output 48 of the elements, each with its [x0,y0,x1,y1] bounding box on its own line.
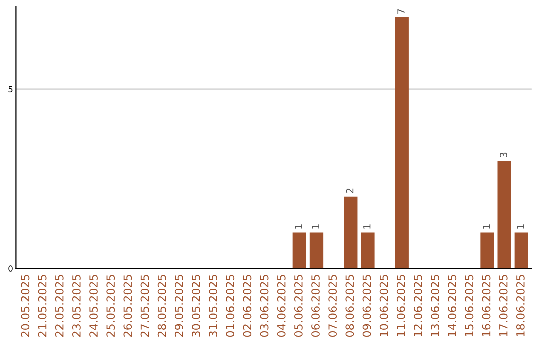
x-tick-label: 28.05.2025 [158,275,166,337]
data-label: 1 [364,224,371,229]
bar [361,232,375,269]
x-tick-label: 27.05.2025 [140,275,150,337]
x-tick-label: 13.06.2025 [431,275,440,337]
data-label: 1 [483,224,490,229]
x-tick-label: 24.05.2025 [90,275,98,337]
x-tick-label: 15.06.2025 [465,275,474,337]
x-tick-label: 20.05.2025 [21,275,30,337]
data-label: 1 [295,224,302,229]
y-tick-label: 0 [8,266,13,272]
x-tick-label: 14.06.2025 [448,275,457,337]
data-label: 1 [517,224,524,229]
x-tick-label: 05.06.2025 [294,275,303,338]
x-tick-label: 11.06.2025 [396,275,406,337]
x-tick-label: 10.06.2025 [380,275,388,337]
x-tick-label: 16.06.2025 [482,275,491,337]
data-label: 2 [346,188,354,194]
x-tick-label: 03.06.2025 [260,275,269,338]
bar [514,232,528,269]
bar [292,232,306,269]
data-label: 1 [312,224,320,229]
bar [498,161,512,269]
bar [395,18,409,269]
x-tick-label: 21.05.2025 [38,275,47,337]
data-label: 7 [398,9,405,14]
data-label: 3 [500,152,508,158]
bar [310,232,324,269]
y-tick-label: 5 [8,86,13,93]
x-tick-label: 12.06.2025 [414,275,422,337]
x-tick-label: 02.06.2025 [243,275,252,338]
x-tick-label: 07.06.2025 [328,275,338,338]
x-tick-label: 31.05.2025 [209,275,218,337]
x-tick-label: 06.06.2025 [312,275,320,338]
x-tick-label: 26.05.2025 [124,275,132,337]
x-tick-label: 23.05.2025 [72,275,81,337]
x-tick-label: 18.06.2025 [516,275,525,337]
x-tick-label: 09.06.2025 [362,275,372,338]
x-tick-label: 01.06.2025 [226,275,235,338]
x-tick-label: 04.06.2025 [277,275,286,338]
x-tick-label: 29.05.2025 [174,275,184,337]
x-tick-label: 25.05.2025 [106,275,116,337]
bar [480,232,494,269]
x-tick-label: 22.05.2025 [55,275,64,337]
x-tick-label: 08.06.2025 [346,275,354,338]
x-tick-label: 30.05.2025 [192,275,200,337]
x-tick-label: 17.06.2025 [499,275,508,337]
bar [344,196,358,269]
